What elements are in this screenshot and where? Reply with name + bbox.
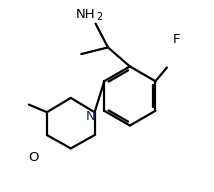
- Text: NH: NH: [76, 8, 96, 21]
- Text: F: F: [173, 33, 180, 46]
- Text: 2: 2: [97, 12, 103, 22]
- Text: N: N: [86, 109, 96, 122]
- Text: O: O: [28, 151, 39, 165]
